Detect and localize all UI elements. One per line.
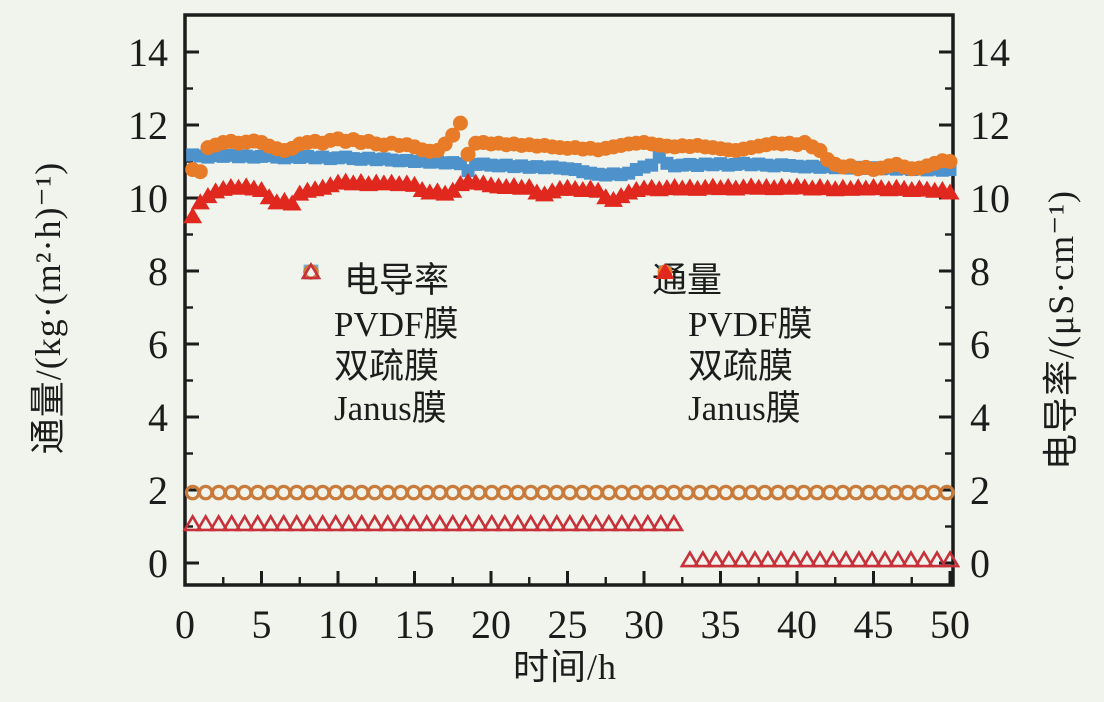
y-tick-label-left: 10 — [128, 176, 168, 221]
legend-column-conductivity: 电导率 PVDF膜 双疏膜 Janus膜 — [298, 260, 458, 430]
legend-label: 双疏膜 — [334, 347, 440, 386]
x-tick-label: 15 — [395, 602, 435, 647]
y-tick-label-right: 0 — [970, 541, 990, 586]
y-axis-label-left: 通量/(kg·(m²·h)⁻¹) — [28, 161, 68, 455]
legend-label: Janus膜 — [334, 389, 447, 428]
y-tick-label-left: 6 — [148, 322, 168, 367]
x-tick-label: 5 — [252, 602, 272, 647]
legend-label: 双疏膜 — [688, 347, 794, 386]
triangle-filled-marker-icon — [655, 263, 675, 279]
x-axis-label: 时间/h — [512, 647, 618, 687]
y-tick-label-left: 12 — [128, 103, 168, 148]
series-cond-shuangshu — [184, 484, 955, 501]
legend-label: PVDF膜 — [334, 305, 459, 344]
x-tick-label: 50 — [930, 602, 970, 647]
y-tick-label-right: 8 — [970, 249, 990, 294]
y-tick-label-right: 14 — [970, 30, 1010, 75]
series-flux-shuangshu — [185, 115, 958, 180]
y-tick-label-right: 2 — [970, 468, 990, 513]
x-tick-label: 45 — [854, 602, 894, 647]
y-tick-label-right: 4 — [970, 395, 990, 440]
legend-item-PVDF膜: PVDF膜 — [298, 264, 459, 346]
legend-item-Janus膜: Janus膜 — [652, 263, 812, 430]
legend-item-PVDF膜: PVDF膜 — [652, 265, 813, 346]
x-tick-label: 10 — [318, 602, 358, 647]
x-tick-label: 35 — [701, 602, 741, 647]
legend-item-Janus膜: Janus膜 — [298, 261, 458, 430]
series-flux-janus — [183, 172, 960, 224]
legend-label: Janus膜 — [688, 389, 801, 428]
legend-label: PVDF膜 — [688, 305, 813, 344]
x-tick-label: 40 — [777, 602, 817, 647]
y-tick-label-left: 8 — [148, 249, 168, 294]
y-tick-label-right: 6 — [970, 322, 990, 367]
legend-column-flux: 通量 PVDF膜 双疏膜 Janus膜 — [652, 260, 812, 430]
y-tick-label-right: 10 — [970, 176, 1010, 221]
y-tick-label-right: 12 — [970, 103, 1010, 148]
y-tick-label-left: 2 — [148, 468, 168, 513]
x-tick-label: 25 — [548, 602, 588, 647]
x-tick-label: 30 — [624, 602, 664, 647]
x-tick-label: 0 — [175, 602, 195, 647]
y-tick-label-left: 4 — [148, 395, 168, 440]
legend-header: 电导率 — [344, 261, 450, 300]
series-cond-janus — [182, 513, 961, 568]
y-tick-label-left: 14 — [128, 30, 168, 75]
legend-item-双疏膜: 双疏膜 — [298, 264, 458, 388]
x-tick-label: 20 — [471, 602, 511, 647]
triangle-open-marker-icon — [300, 261, 322, 280]
legend-item-双疏膜: 双疏膜 — [652, 264, 812, 388]
y-tick-label-left: 0 — [148, 541, 168, 586]
y-axis-label-right: 电导率/(μS·cm⁻¹) — [1041, 189, 1081, 471]
